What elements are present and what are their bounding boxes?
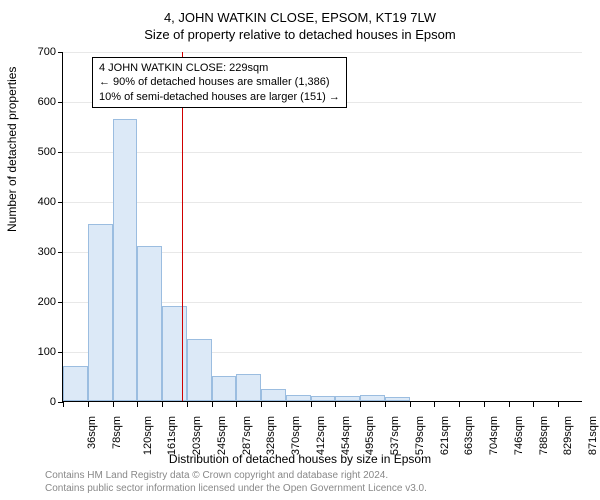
x-tick-mark — [434, 402, 435, 407]
histogram-bar — [113, 119, 138, 402]
y-tick-label: 300 — [26, 246, 56, 258]
y-tick-label: 500 — [26, 146, 56, 158]
y-tick-label: 600 — [26, 96, 56, 108]
y-tick-mark — [58, 352, 63, 353]
x-tick-label: 788sqm — [538, 416, 550, 455]
x-tick-mark — [509, 402, 510, 407]
histogram-bar — [360, 395, 385, 401]
x-tick-label: 829sqm — [563, 416, 575, 455]
histogram-bar — [385, 397, 410, 401]
histogram-bar — [335, 396, 360, 401]
x-tick-label: 663sqm — [464, 416, 476, 455]
y-tick-label: 700 — [26, 46, 56, 58]
x-tick-label: 245sqm — [216, 416, 228, 455]
x-tick-label: 287sqm — [241, 416, 253, 455]
histogram-bar — [187, 339, 212, 402]
chart-title-sub: Size of property relative to detached ho… — [0, 25, 600, 42]
x-tick-label: 203sqm — [191, 416, 203, 455]
x-tick-mark — [63, 402, 64, 407]
x-tick-label: 746sqm — [513, 416, 525, 455]
x-tick-label: 871sqm — [587, 416, 599, 455]
y-tick-mark — [58, 202, 63, 203]
annotation-line: 4 JOHN WATKIN CLOSE: 229sqm — [99, 61, 340, 75]
chart-plot: 4 JOHN WATKIN CLOSE: 229sqm ← 90% of det… — [62, 52, 582, 402]
grid-line — [63, 202, 582, 203]
y-tick-mark — [58, 252, 63, 253]
x-tick-mark — [137, 402, 138, 407]
footer-attribution: Contains HM Land Registry data © Crown c… — [45, 469, 427, 495]
y-tick-label: 0 — [26, 396, 56, 408]
x-tick-label: 370sqm — [290, 416, 302, 455]
x-tick-label: 328sqm — [265, 416, 277, 455]
histogram-bar — [236, 374, 261, 402]
y-tick-mark — [58, 102, 63, 103]
x-tick-mark — [558, 402, 559, 407]
x-tick-mark — [533, 402, 534, 407]
x-tick-label: 120sqm — [142, 416, 154, 455]
x-tick-mark — [335, 402, 336, 407]
x-tick-label: 495sqm — [365, 416, 377, 455]
x-tick-mark — [311, 402, 312, 407]
x-tick-mark — [459, 402, 460, 407]
histogram-bar — [311, 396, 336, 401]
x-tick-label: 537sqm — [389, 416, 401, 455]
x-tick-mark — [212, 402, 213, 407]
x-tick-mark — [162, 402, 163, 407]
x-tick-mark — [385, 402, 386, 407]
histogram-bar — [212, 376, 237, 401]
y-tick-label: 100 — [26, 346, 56, 358]
grid-line — [63, 52, 582, 53]
x-tick-label: 454sqm — [340, 416, 352, 455]
x-tick-label: 579sqm — [414, 416, 426, 455]
x-tick-label: 36sqm — [86, 416, 98, 449]
y-tick-label: 200 — [26, 296, 56, 308]
y-tick-mark — [58, 152, 63, 153]
x-tick-label: 161sqm — [166, 416, 178, 455]
x-tick-label: 412sqm — [315, 416, 327, 455]
x-tick-mark — [360, 402, 361, 407]
y-axis-label: Number of detached properties — [5, 67, 19, 232]
x-tick-mark — [88, 402, 89, 407]
marker-annotation: 4 JOHN WATKIN CLOSE: 229sqm ← 90% of det… — [92, 57, 347, 108]
footer-line: Contains HM Land Registry data © Crown c… — [45, 469, 427, 482]
x-tick-mark — [236, 402, 237, 407]
histogram-bar — [286, 395, 311, 401]
x-tick-mark — [484, 402, 485, 407]
x-tick-mark — [286, 402, 287, 407]
grid-line — [63, 152, 582, 153]
x-tick-mark — [261, 402, 262, 407]
x-tick-label: 704sqm — [488, 416, 500, 455]
x-tick-label: 78sqm — [111, 416, 123, 449]
histogram-bar — [137, 246, 162, 401]
footer-line: Contains public sector information licen… — [45, 482, 427, 495]
histogram-bar — [261, 389, 286, 402]
y-tick-mark — [58, 302, 63, 303]
y-tick-label: 400 — [26, 196, 56, 208]
histogram-bar — [88, 224, 113, 402]
y-tick-mark — [58, 52, 63, 53]
x-tick-mark — [410, 402, 411, 407]
annotation-line: 10% of semi-detached houses are larger (… — [99, 90, 340, 104]
x-tick-mark — [113, 402, 114, 407]
chart-title-main: 4, JOHN WATKIN CLOSE, EPSOM, KT19 7LW — [0, 0, 600, 25]
x-tick-mark — [187, 402, 188, 407]
annotation-line: ← 90% of detached houses are smaller (1,… — [99, 75, 340, 89]
histogram-bar — [63, 366, 88, 401]
x-tick-label: 621sqm — [439, 416, 451, 455]
